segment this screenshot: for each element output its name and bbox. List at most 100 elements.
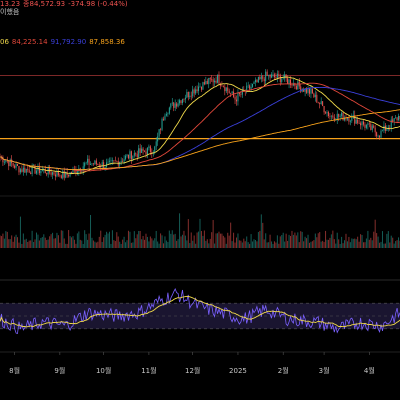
volume-bar xyxy=(208,243,210,248)
volume-bar xyxy=(313,240,315,248)
ma-long-line xyxy=(0,86,400,171)
volume-bar xyxy=(383,243,385,248)
candle-body xyxy=(104,166,106,169)
volume-bar xyxy=(333,239,335,248)
candle-body xyxy=(28,169,30,173)
volume-bar xyxy=(260,214,262,248)
volume-bar xyxy=(361,234,363,248)
volume-bar xyxy=(44,237,46,248)
volume-bar xyxy=(325,230,327,248)
volume-bar xyxy=(253,239,255,248)
candle-body xyxy=(176,103,178,107)
candle-body xyxy=(344,117,346,121)
volume-bar xyxy=(144,239,146,248)
candle-body xyxy=(297,81,299,90)
volume-bar xyxy=(241,242,243,248)
candle-body xyxy=(68,174,70,177)
volume-bar xyxy=(15,234,17,248)
volume-bar xyxy=(35,232,38,248)
volume-bar xyxy=(135,238,137,248)
volume-bar xyxy=(206,239,208,248)
candle-body xyxy=(148,146,150,148)
candle-body xyxy=(360,123,362,126)
volume-bar xyxy=(368,239,370,248)
candle-body xyxy=(346,118,348,120)
volume-bar xyxy=(11,235,13,248)
volume-bar xyxy=(57,235,59,248)
volume-bar xyxy=(227,232,229,248)
volume-bar xyxy=(238,240,240,248)
volume-bar xyxy=(367,230,369,248)
candle-body xyxy=(95,160,97,165)
candle-body xyxy=(323,106,325,113)
candle-body xyxy=(125,155,127,160)
volume-bar xyxy=(187,219,189,248)
candle-body xyxy=(278,73,280,76)
candle-body xyxy=(6,160,8,162)
candle-body xyxy=(311,88,313,94)
candle-body xyxy=(303,89,305,92)
candle-body xyxy=(24,167,26,173)
candle-body xyxy=(352,115,354,116)
candle-body xyxy=(367,123,369,126)
candle-body xyxy=(284,74,286,79)
volume-bar xyxy=(125,242,127,248)
candle-body xyxy=(87,158,89,163)
volume-bar xyxy=(155,230,157,248)
volume-bar xyxy=(222,235,224,248)
volume-bar xyxy=(233,232,235,248)
candle-body xyxy=(262,76,264,79)
volume-bar xyxy=(151,238,153,248)
volume-bar xyxy=(47,239,49,248)
candle-body xyxy=(25,168,27,173)
candle-body xyxy=(269,74,271,78)
candle-body xyxy=(132,155,134,160)
volume-bar xyxy=(243,238,245,248)
candle-body xyxy=(17,164,19,167)
candle-body xyxy=(339,115,341,117)
volume-bar xyxy=(230,222,232,248)
x-tick-label: 9월 xyxy=(54,366,65,375)
volume-bar xyxy=(60,230,62,248)
volume-bar xyxy=(346,241,348,248)
candle-body xyxy=(38,165,40,174)
candle-body xyxy=(174,103,176,108)
candle-body xyxy=(107,161,109,163)
volume-bar xyxy=(310,241,312,248)
candle-body xyxy=(333,117,335,121)
candle-body xyxy=(225,87,227,92)
volume-bar xyxy=(22,233,24,248)
volume-bar xyxy=(78,231,80,248)
volume-bar xyxy=(200,231,202,248)
volume-bar xyxy=(326,239,328,248)
volume-bar xyxy=(384,243,386,248)
candle-body xyxy=(91,163,93,165)
volume-bar xyxy=(171,230,173,248)
candle-body xyxy=(227,87,229,91)
candle-body xyxy=(317,102,319,104)
volume-bar xyxy=(120,243,122,248)
candle-body xyxy=(122,160,124,162)
candle-body xyxy=(208,77,210,85)
candle-body xyxy=(259,76,261,80)
candle-body xyxy=(377,135,379,137)
candle-body xyxy=(257,76,259,83)
candle-body xyxy=(65,171,67,178)
candle-body xyxy=(326,112,328,114)
volume-bar xyxy=(279,236,281,248)
volume-bar xyxy=(295,235,297,248)
ma-mid-line xyxy=(0,82,400,172)
candle-body xyxy=(300,86,302,92)
candle-body xyxy=(116,161,118,162)
candle-body xyxy=(90,163,92,165)
volume-bar xyxy=(49,236,51,248)
volume-bar xyxy=(30,240,32,248)
candle-body xyxy=(167,113,169,115)
candle-body xyxy=(111,160,113,162)
candle-body xyxy=(149,146,151,152)
volume-bar xyxy=(371,240,373,248)
candle-body xyxy=(265,71,267,82)
candle-body xyxy=(139,148,141,153)
